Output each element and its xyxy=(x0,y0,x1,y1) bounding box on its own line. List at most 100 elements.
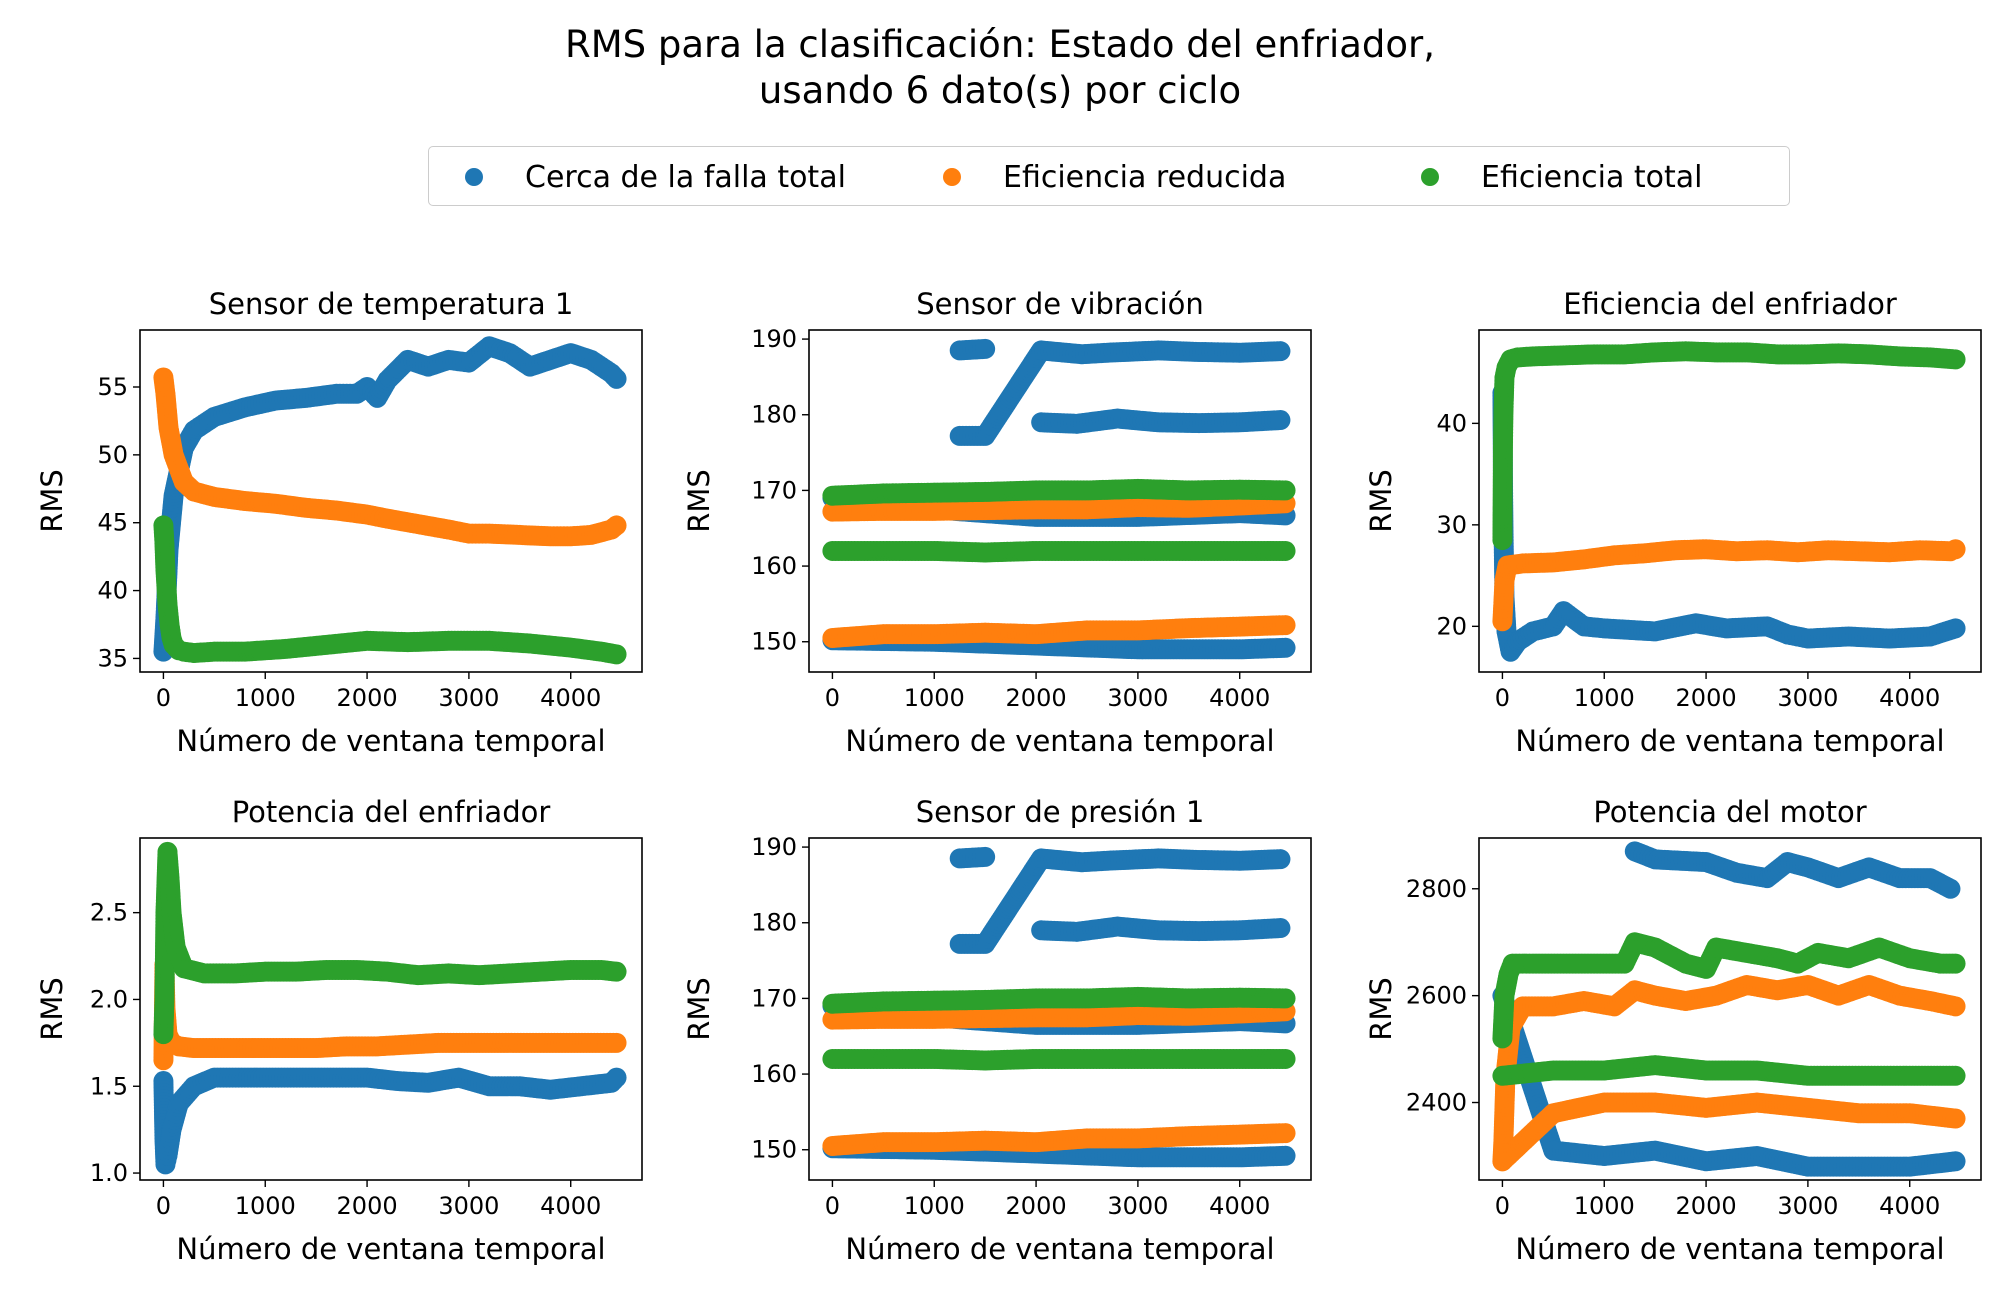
subplot-title: Potencia del enfriador xyxy=(232,795,551,829)
y-axis-label: RMS xyxy=(35,977,69,1041)
y-tick-label: 45 xyxy=(97,509,128,537)
plot-area xyxy=(822,338,1296,660)
subplot-title: Sensor de vibración xyxy=(916,287,1204,321)
series-1 xyxy=(1492,382,1966,662)
x-tick-label: 4000 xyxy=(540,684,601,712)
axes-frame xyxy=(1478,329,1982,673)
legend-marker-cerca xyxy=(465,168,483,186)
y-tick-label: 160 xyxy=(751,1060,797,1088)
data-point xyxy=(606,1032,627,1053)
figure-title: RMS para la clasificación: Estado del en… xyxy=(0,22,2000,114)
data-point xyxy=(606,644,627,665)
data-point xyxy=(1275,1145,1296,1166)
x-tick-label: 1000 xyxy=(235,1192,296,1220)
y-tick-label: 1.0 xyxy=(90,1159,128,1187)
legend: Cerca de la falla total Eficiencia reduc… xyxy=(428,146,1790,206)
legend-entry-total: Eficiencia total xyxy=(1421,147,1703,207)
x-tick-label: 4000 xyxy=(1209,1192,1270,1220)
x-tick-label: 2000 xyxy=(337,684,398,712)
series-3 xyxy=(822,478,1296,563)
y-tick-label: 160 xyxy=(751,552,797,580)
x-tick-label: 2000 xyxy=(1006,684,1067,712)
legend-marker-reducida xyxy=(943,168,961,186)
y-tick-label: 150 xyxy=(751,628,797,656)
data-point xyxy=(1275,637,1296,658)
figure-title-line2: usando 6 dato(s) por ciclo xyxy=(758,69,1242,112)
x-tick-label: 4000 xyxy=(1209,684,1270,712)
y-tick-label: 55 xyxy=(97,373,128,401)
data-point xyxy=(1275,540,1296,561)
y-axis-label: RMS xyxy=(682,469,716,533)
data-point xyxy=(1940,878,1961,899)
data-point xyxy=(1270,410,1291,431)
y-tick-label: 180 xyxy=(751,401,797,429)
legend-entry-cerca: Cerca de la falla total xyxy=(465,147,846,207)
data-point xyxy=(1945,1108,1966,1129)
x-axis-label: Número de ventana temporal xyxy=(176,1232,605,1266)
x-tick-label: 4000 xyxy=(540,1192,601,1220)
y-tick-label: 30 xyxy=(1436,511,1467,539)
x-axis-label: Número de ventana temporal xyxy=(1515,724,1944,758)
data-point xyxy=(1270,849,1291,870)
data-point xyxy=(1945,953,1966,974)
y-tick-label: 2.0 xyxy=(90,985,128,1013)
data-point xyxy=(606,368,627,389)
y-tick-label: 40 xyxy=(97,577,128,605)
y-tick-label: 50 xyxy=(97,441,128,469)
data-point xyxy=(1270,918,1291,939)
plot-area xyxy=(822,846,1296,1168)
x-tick-label: 2000 xyxy=(1006,1192,1067,1220)
y-tick-label: 20 xyxy=(1436,612,1467,640)
axes-frame xyxy=(808,329,1312,673)
series-3 xyxy=(822,986,1296,1071)
series-2 xyxy=(822,493,1296,648)
y-axis-label: RMS xyxy=(1364,469,1398,533)
legend-entry-reducida: Eficiencia reducida xyxy=(943,147,1286,207)
x-tick-label: 0 xyxy=(1495,684,1510,712)
plot-area xyxy=(1492,841,1966,1177)
data-point xyxy=(1275,1123,1296,1144)
legend-label-reducida: Eficiencia reducida xyxy=(1003,159,1287,195)
y-tick-label: 170 xyxy=(751,984,797,1012)
x-tick-label: 3000 xyxy=(438,1192,499,1220)
data-point xyxy=(975,846,996,867)
series-3 xyxy=(153,841,627,1045)
y-tick-label: 1.5 xyxy=(90,1072,128,1100)
data-point xyxy=(606,1067,627,1088)
legend-label-total: Eficiencia total xyxy=(1481,159,1703,195)
data-point xyxy=(1275,480,1296,501)
x-tick-label: 3000 xyxy=(1107,1192,1168,1220)
data-point xyxy=(1275,1048,1296,1069)
y-tick-label: 190 xyxy=(751,833,797,861)
data-point xyxy=(1945,349,1966,370)
figure-title-line1: RMS para la clasificación: Estado del en… xyxy=(564,23,1436,66)
subplot-title: Sensor de temperatura 1 xyxy=(209,287,574,321)
data-point xyxy=(1275,988,1296,1009)
x-tick-label: 3000 xyxy=(1107,684,1168,712)
data-point xyxy=(1945,539,1966,560)
series-2 xyxy=(1492,539,1966,632)
y-axis-label: RMS xyxy=(682,977,716,1041)
axes-frame xyxy=(139,837,643,1181)
y-tick-label: 35 xyxy=(97,644,128,672)
series-3 xyxy=(1492,932,1966,1086)
x-tick-label: 1000 xyxy=(904,684,965,712)
series-1 xyxy=(153,1067,627,1175)
axes-frame xyxy=(808,837,1312,1181)
axes-frame xyxy=(139,329,643,673)
x-tick-label: 1000 xyxy=(904,1192,965,1220)
subplot-title: Sensor de presión 1 xyxy=(916,795,1205,829)
series-3 xyxy=(1492,341,1966,551)
subplot-title: Eficiencia del enfriador xyxy=(1563,287,1897,321)
legend-marker-total xyxy=(1421,168,1439,186)
y-tick-label: 40 xyxy=(1436,409,1467,437)
x-tick-label: 4000 xyxy=(1879,684,1940,712)
x-tick-label: 2000 xyxy=(1676,684,1737,712)
x-axis-label: Número de ventana temporal xyxy=(176,724,605,758)
y-tick-label: 190 xyxy=(751,325,797,353)
plot-area xyxy=(153,841,627,1175)
